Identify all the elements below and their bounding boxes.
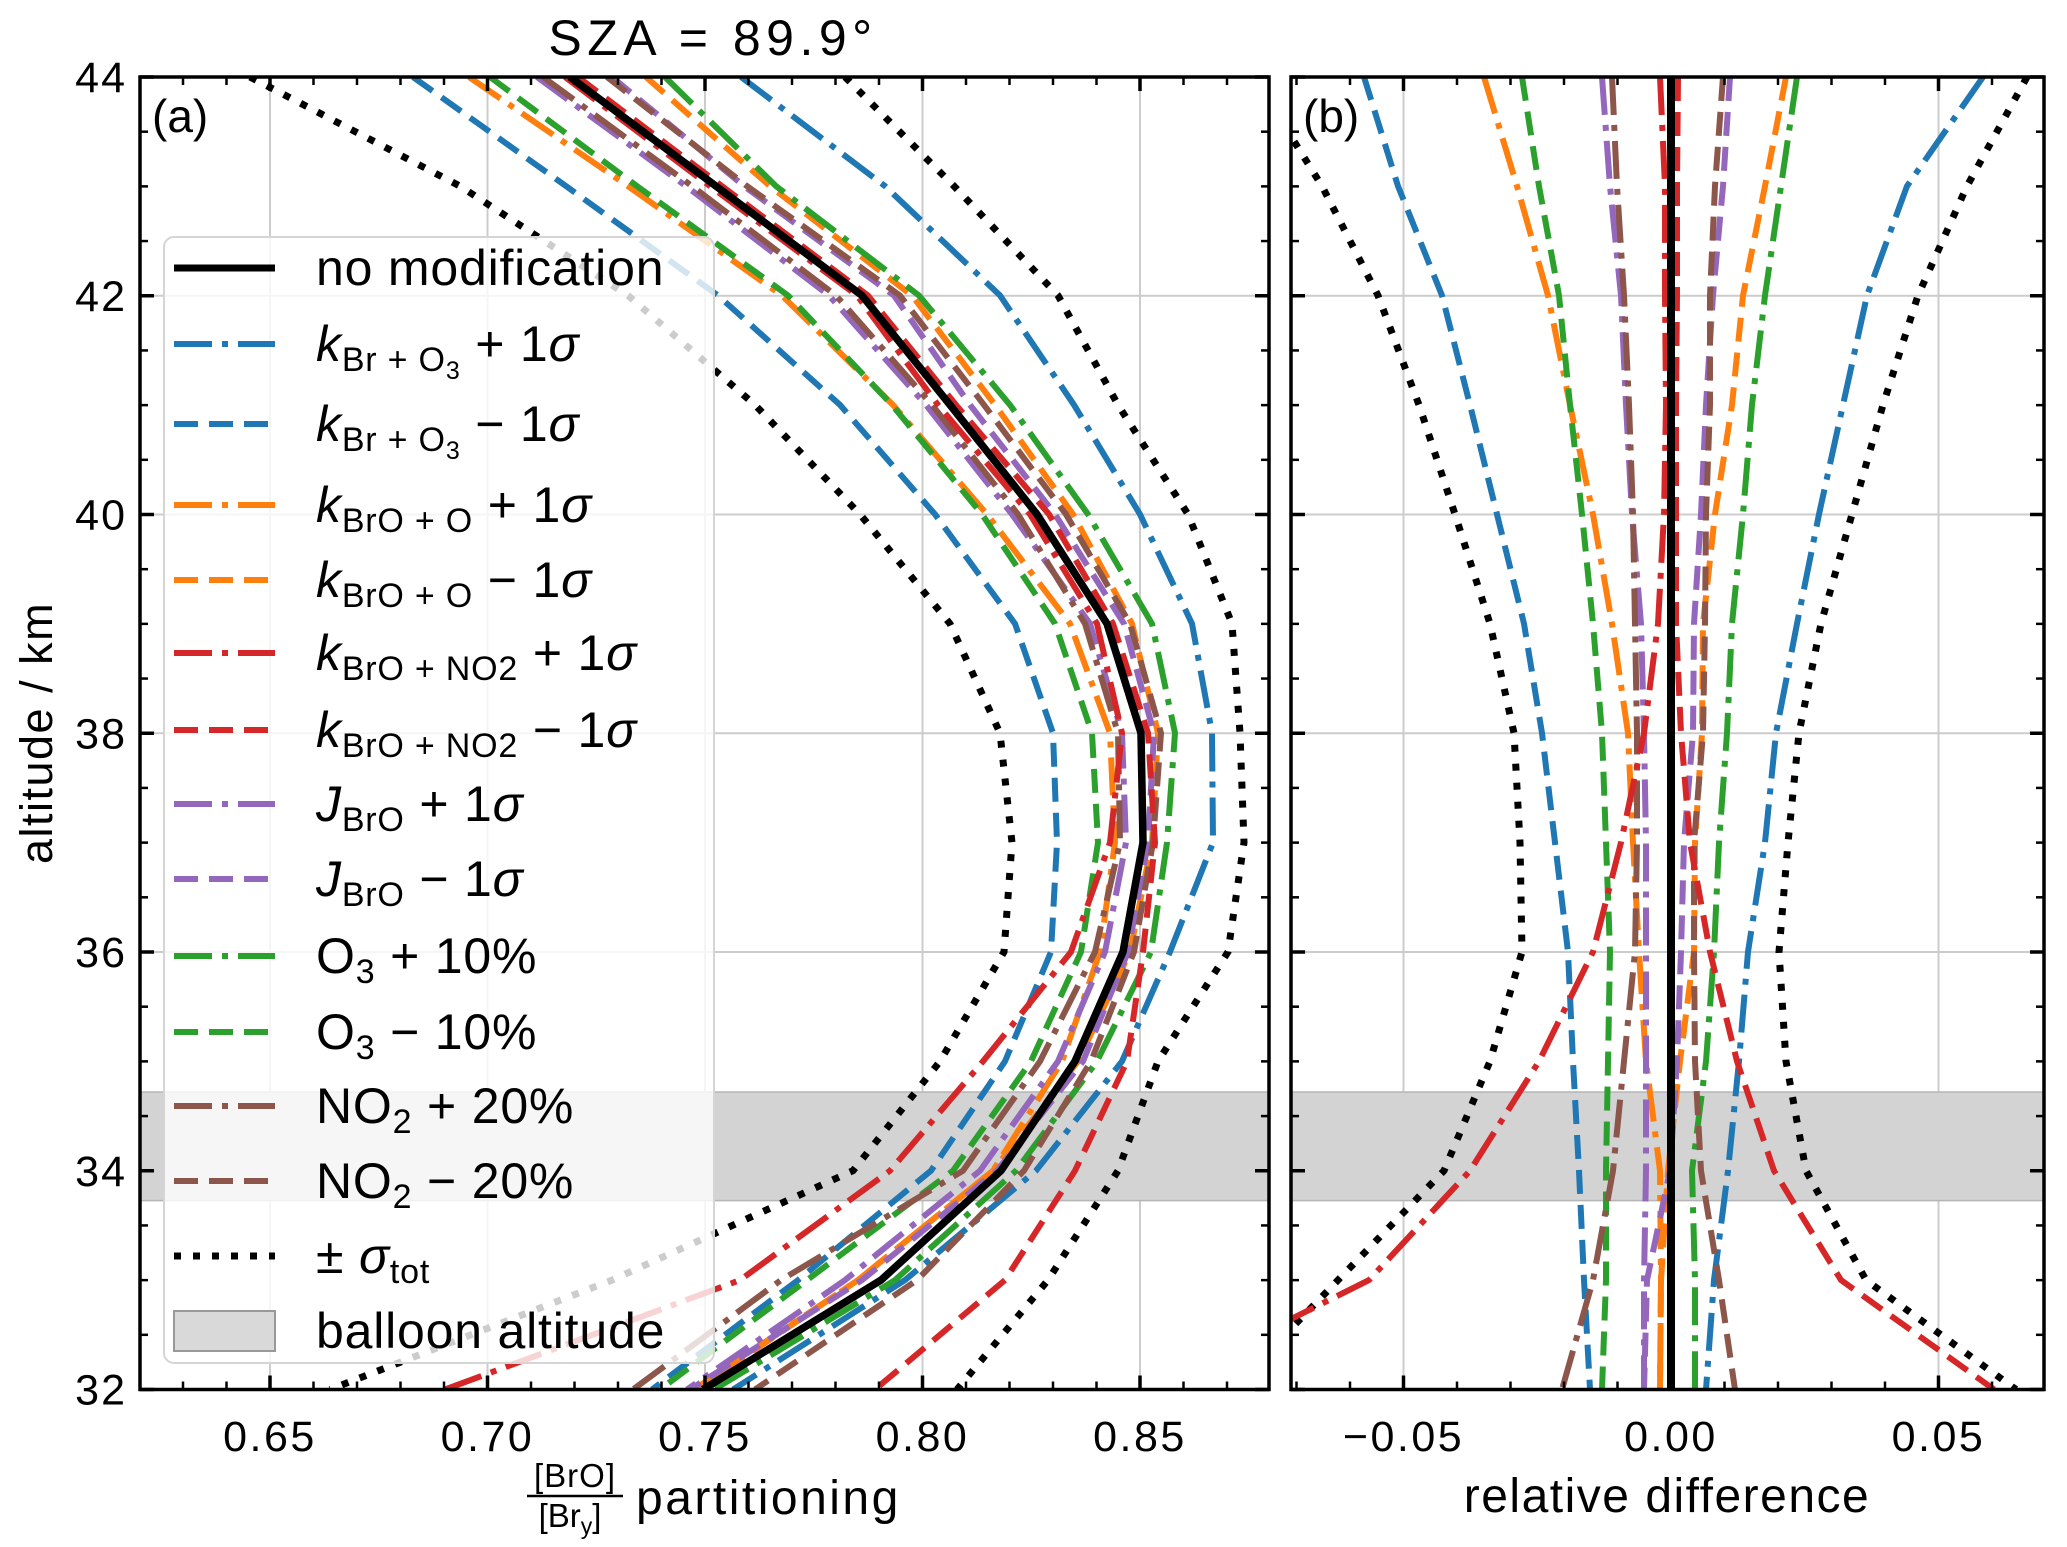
svg-text:0.00: 0.00 xyxy=(1624,1413,1718,1461)
svg-text:0.05: 0.05 xyxy=(1892,1413,1986,1461)
svg-text:balloon altitude: balloon altitude xyxy=(316,1303,665,1359)
svg-text:(a): (a) xyxy=(152,90,208,142)
svg-text:altitude / km: altitude / km xyxy=(11,602,62,864)
svg-text:NO2 + 20%: NO2 + 20% xyxy=(316,1078,574,1141)
svg-text:kBr + O3 − 1σ: kBr + O3 − 1σ xyxy=(316,396,581,465)
svg-text:kBrO + NO2 + 1σ: kBrO + NO2 + 1σ xyxy=(316,625,638,688)
svg-text:kBrO + O − 1σ: kBrO + O − 1σ xyxy=(316,552,593,615)
svg-text:O3 + 10%: O3 + 10% xyxy=(316,928,537,991)
svg-text:(b): (b) xyxy=(1303,90,1359,142)
svg-text:0.70: 0.70 xyxy=(441,1413,535,1461)
svg-text:partitioning: partitioning xyxy=(636,1472,901,1525)
svg-text:42: 42 xyxy=(75,273,127,321)
svg-text:kBr + O3 + 1σ: kBr + O3 + 1σ xyxy=(316,316,581,385)
svg-text:kBrO + NO2 − 1σ: kBrO + NO2 − 1σ xyxy=(316,702,638,765)
svg-text:NO2 − 20%: NO2 − 20% xyxy=(316,1153,574,1216)
svg-text:32: 32 xyxy=(75,1367,127,1415)
svg-text:0.80: 0.80 xyxy=(876,1413,970,1461)
svg-text:0.75: 0.75 xyxy=(658,1413,752,1461)
svg-text:0.65: 0.65 xyxy=(223,1413,317,1461)
svg-text:kBrO + O + 1σ: kBrO + O + 1σ xyxy=(316,477,593,540)
svg-text:no modification: no modification xyxy=(316,240,664,296)
svg-text:34: 34 xyxy=(75,1148,127,1196)
svg-text:relative difference: relative difference xyxy=(1464,1470,1871,1523)
svg-text:[BrO]: [BrO] xyxy=(534,1457,616,1494)
svg-text:0.85: 0.85 xyxy=(1093,1413,1187,1461)
svg-text:JBrO + 1σ: JBrO + 1σ xyxy=(315,776,525,839)
svg-text:44: 44 xyxy=(75,54,127,102)
svg-text:O3 − 10%: O3 − 10% xyxy=(316,1004,537,1067)
svg-text:JBrO − 1σ: JBrO − 1σ xyxy=(315,851,525,914)
svg-text:SZA = 89.9°: SZA = 89.9° xyxy=(548,10,877,66)
svg-text:38: 38 xyxy=(75,710,127,758)
svg-text:40: 40 xyxy=(75,492,127,540)
svg-text:36: 36 xyxy=(75,929,127,977)
svg-text:[Bry]: [Bry] xyxy=(539,1497,602,1539)
svg-text:± σtot: ± σtot xyxy=(316,1228,430,1291)
svg-text:−0.05: −0.05 xyxy=(1343,1413,1464,1461)
